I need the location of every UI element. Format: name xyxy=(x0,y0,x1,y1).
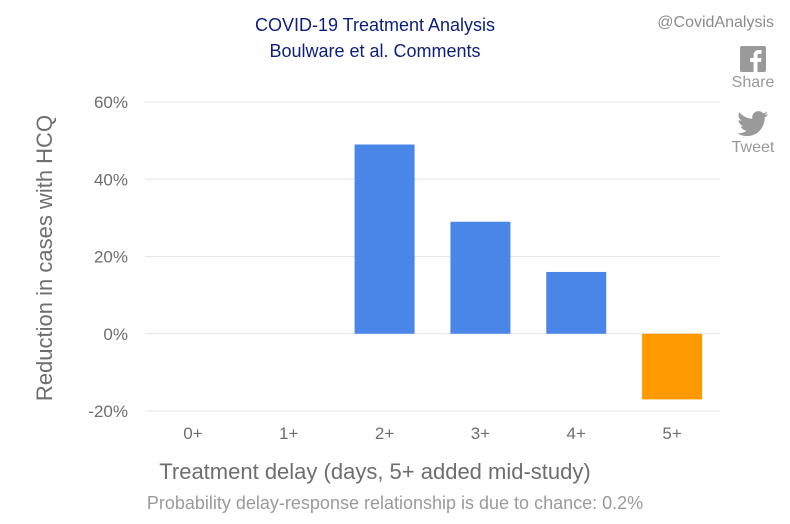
twitter-icon xyxy=(737,111,769,137)
x-tick-label: 1+ xyxy=(279,424,298,443)
watermark-handle: @CovidAnalysis xyxy=(657,14,774,31)
chart-title-line-1: COVID-19 Treatment Analysis xyxy=(254,15,496,35)
x-tick-label: 0+ xyxy=(183,424,202,443)
chart-title: COVID-19 Treatment Analysis Boulware et … xyxy=(175,12,575,64)
tweet-label: Tweet xyxy=(731,139,775,156)
y-axis-ticks: -20% 0% 20% 40% 60% xyxy=(88,93,128,421)
gridlines xyxy=(145,101,720,412)
y-tick-label: -20% xyxy=(88,402,128,421)
x-axis-ticks: 0+ 1+ 2+ 3+ 4+ 5+ xyxy=(183,424,682,443)
y-tick-label: 40% xyxy=(94,170,128,189)
x-tick-label: 3+ xyxy=(471,424,490,443)
x-axis-label: Treatment delay (days, 5+ added mid-stud… xyxy=(159,459,591,484)
x-tick-label: 2+ xyxy=(375,424,394,443)
x-tick-label: 5+ xyxy=(662,424,681,443)
x-tick-label: 4+ xyxy=(567,424,586,443)
chart-title-line-2: Boulware et al. Comments xyxy=(269,41,481,61)
bar-4plus xyxy=(546,271,607,334)
facebook-icon xyxy=(740,46,766,72)
y-tick-label: 20% xyxy=(94,248,128,267)
footer-note: Probability delay-response relationship … xyxy=(146,493,644,513)
bar-3plus xyxy=(450,221,511,334)
tweet-button[interactable]: Tweet xyxy=(723,111,783,157)
y-axis-label: Reduction in cases with HCQ xyxy=(32,115,57,401)
y-tick-label: 0% xyxy=(103,325,128,344)
share-label: Share xyxy=(731,74,775,91)
bar-2plus xyxy=(354,144,415,334)
share-button[interactable]: Share xyxy=(723,46,783,92)
bars xyxy=(354,144,703,400)
bar-5plus xyxy=(642,333,703,400)
y-tick-label: 60% xyxy=(94,93,128,112)
